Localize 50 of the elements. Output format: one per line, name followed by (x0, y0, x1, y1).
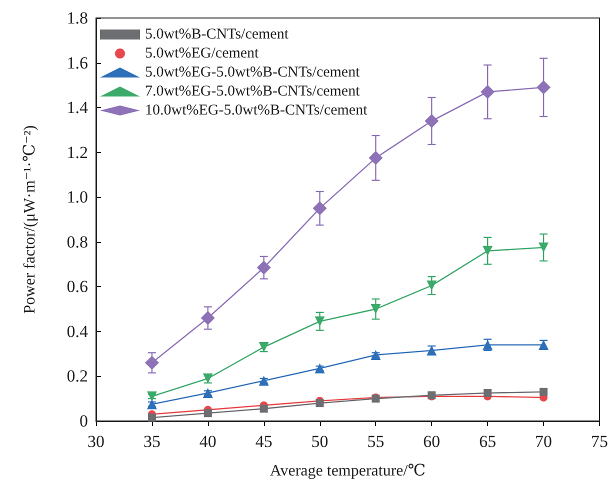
y-tick-label: 0.4 (66, 322, 88, 341)
x-tick-label: 65 (479, 432, 496, 451)
point (148, 414, 156, 422)
point (536, 80, 551, 94)
point (256, 260, 271, 275)
y-tick-label: 0.8 (66, 232, 88, 252)
y-tick-label: 1.4 (66, 98, 88, 118)
point (484, 389, 492, 398)
legend-label: 5.0wt%B-CNTs/cement (145, 26, 290, 42)
point (424, 114, 439, 128)
x-tick-label: 60 (423, 432, 440, 451)
x-tick-label: 70 (535, 432, 552, 451)
point (314, 316, 325, 326)
point (204, 409, 212, 418)
point (370, 304, 381, 314)
point (540, 388, 548, 396)
point (482, 246, 493, 256)
x-tick-label: 35 (143, 432, 160, 451)
x-tick-label: 55 (367, 432, 384, 451)
point (314, 363, 325, 374)
legend-label: 5.0wt%EG/cement (145, 46, 260, 62)
point (426, 280, 437, 291)
point (538, 242, 549, 252)
y-tick-label: 0.2 (66, 366, 88, 386)
point (312, 201, 327, 216)
x-tick-label: 75 (591, 432, 608, 451)
point (200, 311, 215, 326)
point (368, 150, 383, 165)
x-tick-label: 45 (255, 432, 272, 451)
y-axis-title: Power factor/(μW·m⁻¹·℃⁻²) (22, 125, 38, 314)
legend-label: 5.0wt%EG-5.0wt%B-CNTs/cement (145, 64, 361, 80)
x-tick-label: 40 (199, 432, 216, 451)
point (146, 391, 157, 402)
y-tick-label: 1.0 (66, 188, 88, 207)
legend-label: 7.0wt%EG-5.0wt%B-CNTs/cement (145, 84, 361, 100)
point (316, 399, 324, 408)
y-tick-label: 1.2 (66, 142, 88, 162)
y-tick-label: 0 (80, 412, 88, 430)
y-tick-label: 1.8 (66, 8, 88, 28)
y-tick-label: 1.6 (66, 53, 88, 72)
x-tick-label: 50 (311, 432, 328, 451)
y-tick-label: 0.6 (66, 277, 88, 296)
point (370, 350, 381, 360)
point (260, 404, 268, 413)
legend-label: 10.0wt%EG-5.0wt%B-CNTs/cement (145, 102, 368, 118)
point (480, 84, 495, 99)
x-axis-title: Average temperature/℃ (270, 462, 426, 480)
x-tick-label: 30 (88, 432, 104, 451)
point (144, 356, 159, 370)
point (202, 388, 213, 398)
